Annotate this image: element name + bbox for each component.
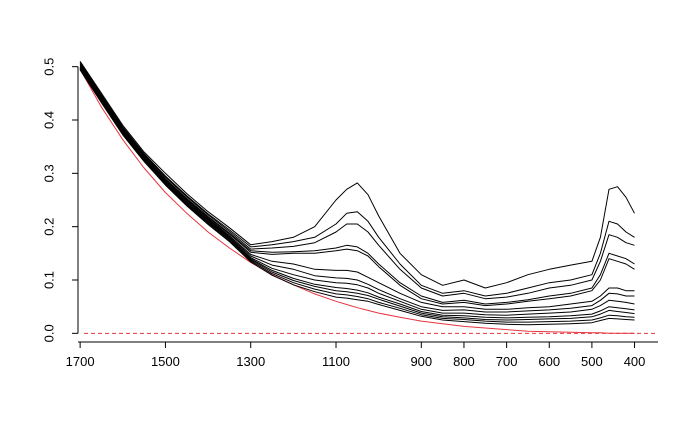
- x-tick-label: 500: [581, 354, 603, 369]
- x-tick-label: 1100: [322, 354, 350, 369]
- series-line-4: [79, 64, 635, 305]
- x-tick-label: 600: [538, 354, 560, 369]
- y-tick-label: 0.2: [41, 218, 56, 236]
- series-line-3: [79, 63, 635, 300]
- series-line-7: [79, 66, 635, 313]
- x-tick-label: 1700: [66, 354, 95, 369]
- x-ticks: 1700 1500 1300 1100 900 800 700 600 500 400: [66, 342, 646, 369]
- series-line-8: [79, 67, 635, 316]
- series-line-5: [79, 65, 635, 307]
- series-line-11: [79, 69, 635, 323]
- series-line-9: [79, 68, 635, 319]
- baseline-curve: [79, 69, 635, 334]
- y-tick-label: 0.3: [41, 164, 56, 182]
- y-tick-label: 0.5: [41, 58, 56, 76]
- series-line-2: [79, 62, 635, 297]
- x-tick-label: 900: [410, 354, 432, 369]
- y-tick-label: 0.4: [41, 111, 56, 129]
- x-tick-label: 700: [496, 354, 518, 369]
- plot-lines: [79, 61, 658, 334]
- x-tick-label: 800: [453, 354, 475, 369]
- series-line-1: [79, 61, 635, 289]
- series-line-6: [79, 66, 635, 310]
- series-line-12: [79, 69, 635, 326]
- y-ticks: 0.0 0.1 0.2 0.3 0.4 0.5: [41, 58, 78, 342]
- x-tick-label: 1500: [151, 354, 180, 369]
- x-tick-label: 1300: [236, 354, 265, 369]
- series-line-10: [79, 68, 635, 321]
- x-tick-label: 400: [624, 354, 646, 369]
- y-tick-label: 0.1: [41, 271, 56, 289]
- y-tick-label: 0.0: [41, 324, 56, 342]
